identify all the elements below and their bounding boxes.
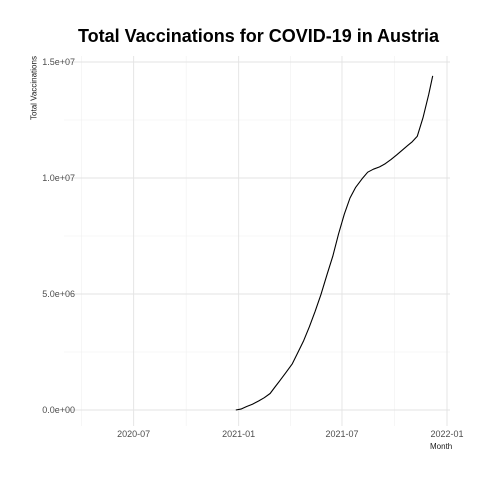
y-tick-label: 1.5e+07 — [42, 57, 75, 67]
x-tick-label: 2021-07 — [325, 429, 358, 439]
chart-title: Total Vaccinations for COVID-19 in Austr… — [78, 26, 440, 46]
x-tick-label: 2021-01 — [222, 429, 255, 439]
x-axis-label: Month — [430, 442, 453, 451]
y-tick-label: 0.0e+00 — [42, 405, 75, 415]
vaccinations-line — [235, 75, 434, 411]
x-tick-label: 2020-07 — [117, 429, 150, 439]
x-tick-label: 2022-01 — [430, 429, 463, 439]
y-tick-label: 5.0e+06 — [42, 289, 75, 299]
y-tick-label: 1.0e+07 — [42, 173, 75, 183]
